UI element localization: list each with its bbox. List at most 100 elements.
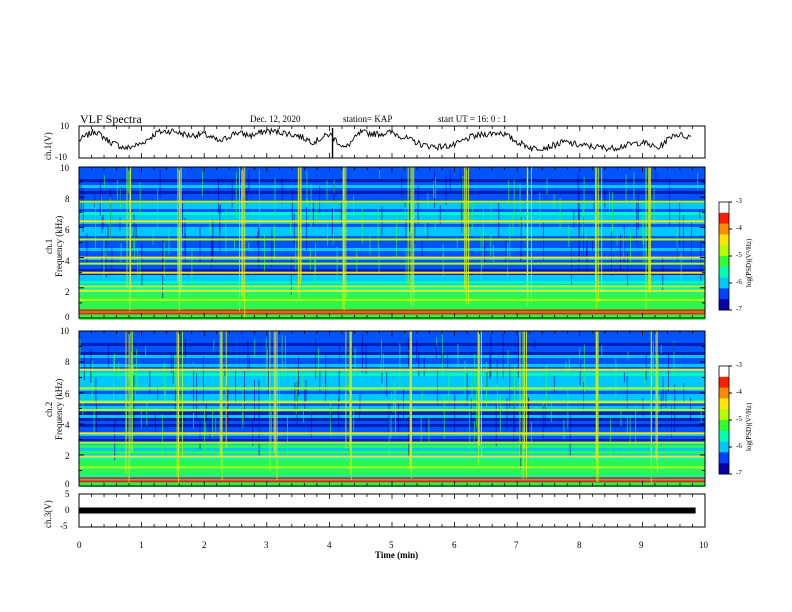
spec2-texture	[91, 360, 93, 402]
spec2-texture	[114, 418, 116, 461]
spec1-texture	[246, 188, 248, 204]
spec1-band	[79, 238, 705, 241]
ch3-ylabel: ch.3(V)	[43, 500, 53, 528]
spec2-row	[79, 355, 705, 358]
spec2-texture	[420, 415, 422, 453]
spec1-texture	[168, 228, 170, 255]
spec2-texture	[567, 387, 569, 429]
spec1-texture	[314, 257, 316, 293]
spec1-texture	[519, 183, 521, 228]
spec2-row	[79, 403, 705, 406]
spec1-row	[79, 176, 705, 179]
spec2-row	[79, 379, 705, 382]
ch1-waveform-panel	[78, 125, 706, 159]
spec1-texture	[642, 222, 644, 236]
spec1-texture	[99, 180, 101, 216]
spec2-texture	[249, 357, 250, 371]
xtick-5: 5	[389, 540, 394, 550]
spec1-texture	[333, 179, 335, 193]
spec1-texture	[139, 254, 141, 280]
spec2-texture	[443, 395, 445, 439]
spec2-row	[79, 424, 705, 427]
spec1-texture	[492, 245, 494, 263]
spec1-row	[79, 296, 705, 299]
spec2-texture	[509, 363, 511, 409]
spec1-row	[79, 302, 705, 305]
station-label: station= KAP	[343, 114, 393, 124]
spec2-texture	[408, 416, 410, 456]
spec2-texture	[520, 421, 522, 470]
spec1-texture	[445, 176, 447, 206]
spec1-texture	[184, 217, 186, 255]
cb2-label: log(PSD)(V²/Hz)	[745, 402, 753, 451]
spec1-texture	[591, 236, 593, 251]
spec2-row	[79, 376, 705, 379]
spec2-texture	[471, 379, 473, 413]
spec1-texture	[462, 176, 464, 222]
xtick-6: 6	[452, 540, 457, 550]
spec2-texture	[244, 370, 245, 418]
spec2-texture	[436, 337, 438, 347]
spec1-texture	[647, 236, 649, 252]
ch3-ytick-5: 5	[65, 489, 70, 499]
spec1-texture	[405, 240, 407, 285]
spec1-row	[79, 203, 705, 206]
spec1-texture	[210, 240, 212, 269]
spec1-texture	[512, 215, 514, 235]
spec1-texture	[101, 217, 103, 234]
spec1-ytick-8: 8	[65, 194, 70, 204]
spec2-texture	[196, 373, 198, 418]
spec2-ylabel: ch.2 Frequency (kHz)	[44, 378, 64, 440]
spec2-texture	[527, 398, 529, 434]
spec2-texture	[495, 402, 497, 447]
spec1-texture	[583, 216, 584, 258]
ch3-ytick-0: 0	[65, 505, 70, 515]
spec2-texture	[629, 414, 631, 450]
spec2-row	[79, 427, 705, 430]
spec2-row	[79, 460, 705, 463]
spec2-texture	[146, 398, 148, 426]
spec2-texture	[583, 344, 585, 393]
spec2-texture	[627, 351, 629, 360]
spec2-texture	[623, 372, 625, 383]
spec1-texture	[637, 194, 639, 230]
spec1-texture	[427, 222, 429, 239]
xtick-3: 3	[264, 540, 269, 550]
spec2-ytick-8: 8	[65, 357, 70, 367]
spec1-texture	[616, 230, 618, 246]
spec2-texture	[395, 390, 396, 434]
spec2-texture	[440, 347, 442, 364]
spec1-texture	[461, 177, 463, 221]
cb2-swatch	[719, 366, 729, 378]
spec1-texture	[396, 215, 398, 257]
spec2-texture	[513, 401, 515, 434]
spec1-texture	[259, 209, 261, 239]
spec1-texture	[103, 238, 105, 285]
spec2-texture	[466, 373, 468, 406]
spec2-texture	[441, 331, 443, 374]
cb1-swatch	[719, 256, 729, 268]
spec2-texture	[295, 370, 297, 414]
cb2-swatch	[719, 420, 729, 432]
spec1-row	[79, 251, 705, 254]
spec2-texture	[399, 343, 401, 387]
spec1-texture	[543, 222, 544, 261]
spec2-texture	[673, 342, 675, 352]
spec1-row	[79, 185, 705, 188]
spec2-texture	[247, 340, 249, 372]
spec2-texture	[227, 387, 229, 425]
spec1-row	[79, 245, 705, 248]
spec2-row	[79, 418, 705, 421]
spec1-texture	[235, 171, 237, 219]
spec2-texture	[149, 371, 151, 395]
spec2-texture	[423, 357, 425, 377]
spec1-texture	[411, 232, 413, 273]
spec1-texture	[505, 237, 507, 263]
spec2-texture	[174, 355, 176, 394]
spec2-row	[79, 364, 705, 367]
spec2-texture	[154, 414, 156, 433]
xtick-1: 1	[139, 540, 144, 550]
spec2-texture	[305, 379, 307, 402]
spec2-row	[79, 370, 705, 373]
